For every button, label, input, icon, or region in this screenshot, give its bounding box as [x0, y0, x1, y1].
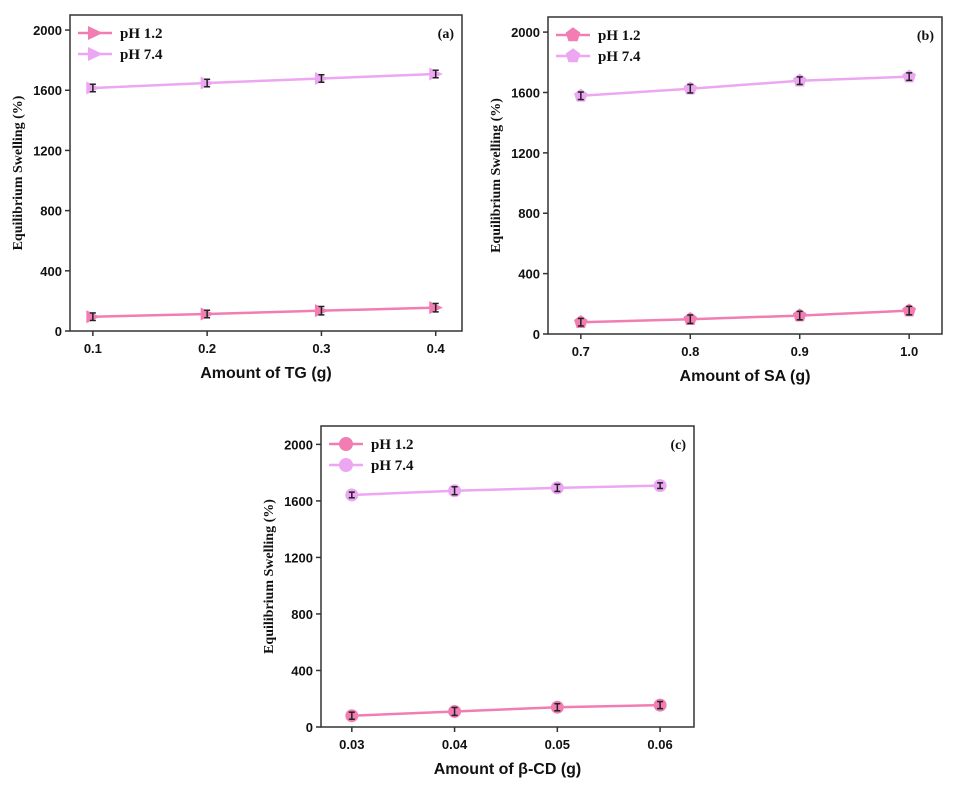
chart-panel-c: 0 400 800 1200 1600 2000 0.03 0.04 0.05 0.06 Amoun…: [262, 425, 695, 778]
legend-label: pH 7.4: [598, 49, 641, 65]
x-tick-label: 0.3: [312, 341, 330, 356]
plot-frame: [320, 425, 695, 728]
y-tick-label: 1200: [33, 143, 62, 158]
x-tick-label: 0.06: [647, 737, 672, 752]
legend-marker: [565, 27, 581, 42]
y-tick-label: 2000: [284, 437, 313, 452]
y-tick-label: 1600: [33, 83, 62, 98]
x-tick-label: 0.1: [84, 341, 102, 356]
chart-panel-b: 0 400 800 1200 1600 2000 0.7 0.8 0.9 1.0 Amount of…: [489, 16, 943, 385]
x-tick-label: 0.04: [442, 737, 468, 752]
series-ph-7-4: pH 7.4: [78, 47, 443, 95]
y-tick-label: 400: [291, 663, 313, 678]
legend-marker: [339, 437, 353, 451]
series-line: [580, 309, 910, 324]
y-tick-label: 1200: [511, 146, 540, 161]
y-tick-label: 1600: [284, 494, 313, 509]
series-line: [580, 75, 910, 98]
y-tick-label: 1600: [511, 85, 540, 100]
series-ph-7-4: pH 7.4: [556, 48, 916, 102]
series-ph-1-2: pH 1.2: [78, 26, 443, 324]
y-tick-label: 800: [291, 607, 313, 622]
panel-label: (c): [670, 438, 686, 453]
series-line: [92, 72, 436, 90]
y-tick-label: 2000: [511, 25, 540, 40]
y-tick-label: 1200: [284, 550, 313, 565]
y-tick-label: 800: [518, 206, 540, 221]
y-axis-label: Equilibrium Swelling (%): [262, 499, 277, 654]
x-axis-label: Amount of SA (g): [680, 368, 811, 385]
panel-label: (a): [438, 27, 455, 42]
x-axis-label: Amount of TG (g): [200, 365, 332, 382]
x-tick-label: 0.03: [339, 737, 364, 752]
legend-label: pH 1.2: [371, 437, 414, 453]
chart-panel-a: 0 400 800 1200 1600 2000 0.1 0.2 0.3 0.4 Amount of…: [11, 14, 463, 382]
x-tick-label: 0.8: [681, 344, 699, 359]
series-line: [351, 703, 661, 717]
x-tick-label: 0.7: [572, 344, 590, 359]
y-tick-label: 400: [518, 267, 540, 282]
legend-marker: [88, 47, 103, 61]
legend-label: pH 1.2: [598, 28, 641, 44]
series-ph-7-4: pH 7.4: [329, 458, 667, 502]
x-axis-label: Amount of β-CD (g): [434, 761, 582, 778]
series-ph-1-2: pH 1.2: [556, 27, 916, 329]
y-tick-label: 800: [40, 204, 62, 219]
plot-frame: [547, 16, 943, 335]
legend-marker: [88, 26, 103, 40]
plot-frame: [69, 14, 463, 332]
x-tick-label: 0.9: [791, 344, 809, 359]
x-tick-label: 0.05: [545, 737, 570, 752]
x-tick-label: 0.4: [427, 341, 446, 356]
legend-label: pH 1.2: [120, 26, 163, 42]
legend-label: pH 7.4: [371, 458, 414, 474]
legend-marker: [565, 48, 581, 63]
legend-label: pH 7.4: [120, 47, 163, 63]
series-ph-1-2: pH 1.2: [329, 437, 667, 723]
series-line: [92, 306, 436, 318]
panel-label: (b): [917, 29, 934, 44]
series-line: [351, 484, 661, 497]
y-axis-label: Equilibrium Swelling (%): [11, 95, 26, 250]
y-tick-label: 400: [40, 264, 62, 279]
x-tick-label: 1.0: [900, 344, 918, 359]
y-tick-label: 2000: [33, 23, 62, 38]
y-axis-label: Equilibrium Swelling (%): [489, 98, 504, 253]
y-tick-label: 0: [55, 324, 62, 339]
y-tick-label: 0: [533, 327, 540, 342]
x-tick-label: 0.2: [198, 341, 216, 356]
legend-marker: [339, 458, 353, 472]
y-tick-label: 0: [306, 720, 313, 735]
